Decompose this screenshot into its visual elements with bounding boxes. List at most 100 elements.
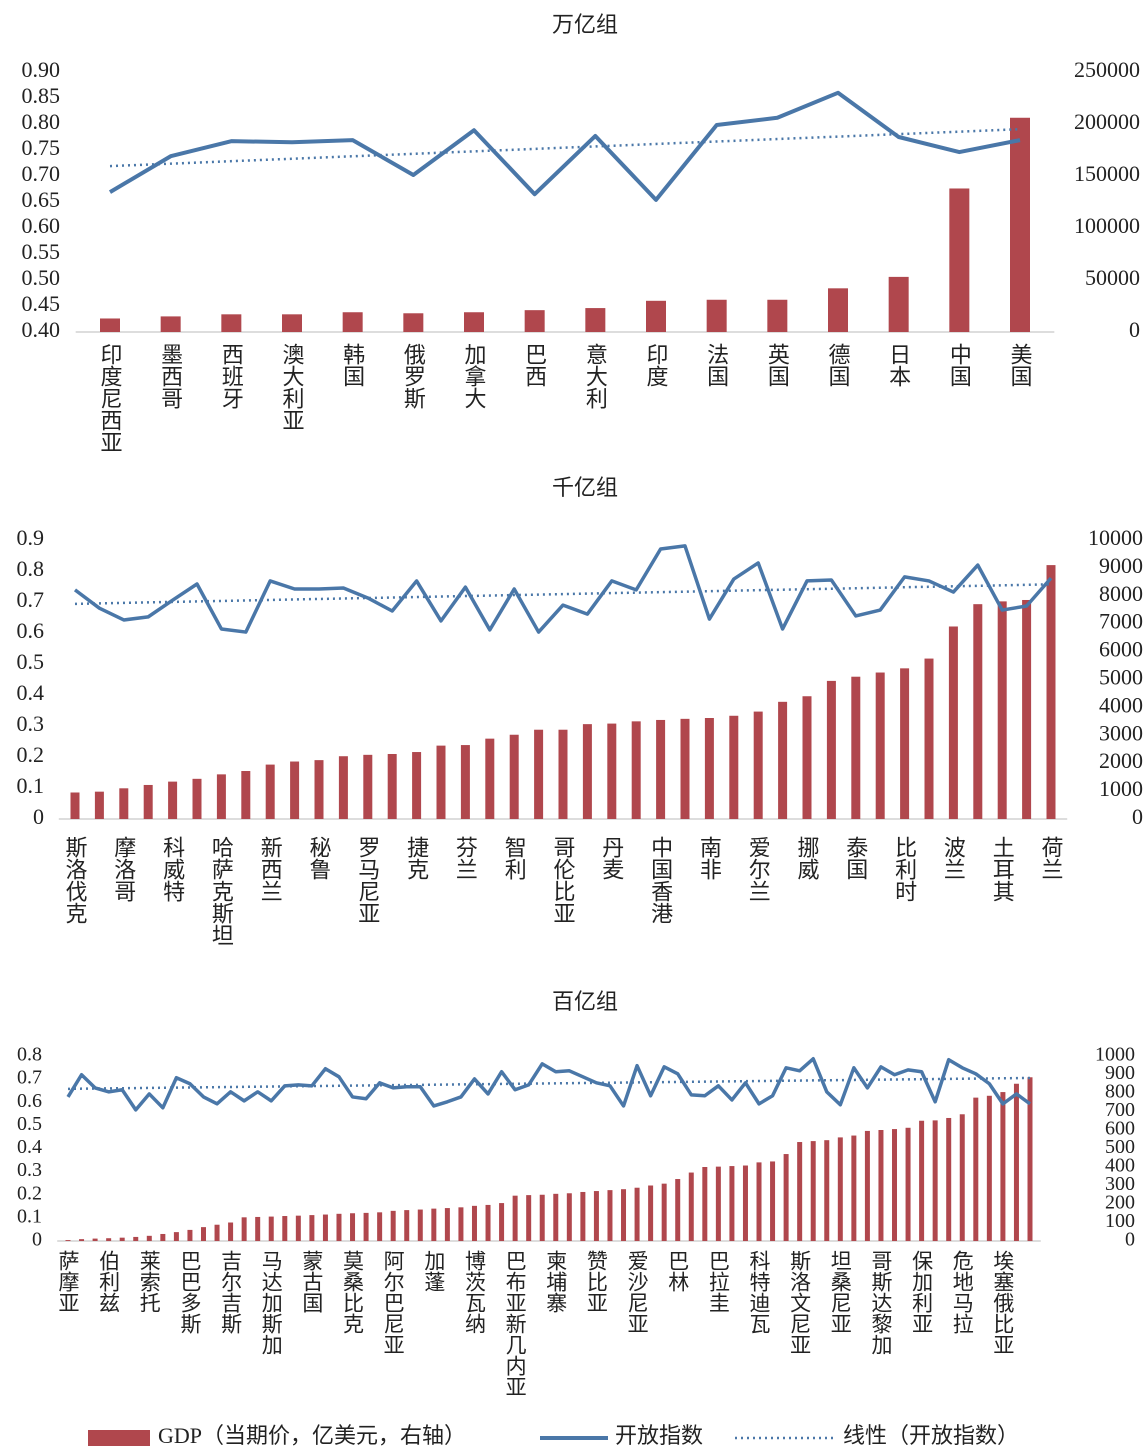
bar	[729, 1166, 735, 1241]
legend-label: GDP（当期价，亿美元，右轴）	[158, 1423, 466, 1448]
bar	[342, 312, 363, 332]
x-tick-label: 哥斯达黎加	[869, 1250, 893, 1355]
bar	[580, 1191, 586, 1241]
x-tick-label: 泰国	[843, 836, 868, 880]
bar	[460, 745, 470, 819]
bar	[634, 1187, 640, 1241]
x-tick-label: 斯洛伐克	[63, 836, 88, 924]
bar	[187, 1229, 193, 1241]
bar	[524, 310, 545, 332]
bar	[458, 1207, 464, 1241]
chart-title: 千亿组	[552, 475, 618, 500]
x-tick-label: 韩国	[340, 343, 365, 387]
x-tick-label: 埃塞俄比亚	[991, 1250, 1015, 1355]
x-tick-label: 阿尔巴尼亚	[381, 1250, 405, 1355]
y-tick-label: 0.60	[22, 213, 61, 238]
bar	[471, 1205, 477, 1241]
y2-tick-label: 900	[1105, 1062, 1135, 1084]
bar	[146, 1235, 152, 1241]
bar	[810, 1141, 816, 1241]
bar	[1046, 565, 1056, 819]
bar	[290, 761, 300, 819]
bar	[688, 1172, 694, 1241]
bar	[607, 1190, 613, 1241]
bar	[241, 771, 251, 819]
y-tick-label: 0.1	[17, 773, 45, 798]
bar	[1027, 1077, 1033, 1241]
x-tick-label: 比利时	[892, 836, 917, 902]
bar	[282, 314, 302, 332]
y2-tick-label: 7000	[1099, 609, 1143, 634]
bar	[160, 316, 181, 332]
y-tick-label: 0.5	[17, 1113, 42, 1135]
bar	[214, 1224, 220, 1241]
bar	[797, 1142, 803, 1241]
x-tick-label: 挪威	[795, 836, 820, 880]
y-tick-label: 0.40	[22, 317, 61, 342]
bar	[704, 718, 714, 819]
bar	[973, 604, 983, 819]
bar	[946, 1117, 952, 1241]
bar	[932, 1120, 938, 1241]
bar	[526, 1195, 532, 1241]
bar	[828, 288, 848, 332]
bar	[403, 313, 424, 332]
y-tick-label: 0.7	[17, 1067, 42, 1089]
bar	[485, 1204, 491, 1241]
bar	[322, 1214, 328, 1241]
y2-tick-label: 50000	[1085, 265, 1140, 290]
index-line	[66, 1057, 1032, 1112]
trend-line	[109, 127, 1021, 168]
bar	[566, 1193, 572, 1241]
y2-tick-label: 100	[1105, 1210, 1135, 1232]
y-tick-label: 0.8	[17, 556, 45, 581]
bar	[79, 1239, 85, 1241]
x-tick-label: 马达加斯加	[259, 1250, 283, 1355]
bar	[593, 1191, 599, 1241]
bar	[336, 1213, 342, 1241]
bar	[390, 1210, 396, 1241]
chart-title: 百亿组	[552, 989, 618, 1014]
x-tick-label: 莱索托	[137, 1250, 161, 1313]
y2-tick-label: 700	[1105, 1099, 1135, 1121]
x-tick-label: 巴林	[666, 1250, 690, 1292]
bar	[783, 1154, 789, 1241]
bar	[826, 680, 836, 819]
bar	[539, 1194, 545, 1241]
y2-tick-label: 1000	[1099, 776, 1143, 801]
x-tick-label: 爱沙尼亚	[625, 1250, 649, 1334]
bar	[864, 1130, 870, 1241]
x-tick-label: 日本	[886, 343, 911, 387]
bar	[309, 1215, 315, 1241]
x-tick-label: 南非	[697, 836, 722, 880]
bar	[756, 1162, 762, 1241]
y2-tick-label: 8000	[1099, 581, 1143, 606]
bar	[377, 1212, 383, 1241]
index-line	[108, 90, 1021, 202]
y2-tick-label: 300	[1105, 1173, 1135, 1195]
bar	[631, 721, 641, 819]
y-tick-label: 0.90	[22, 57, 61, 82]
y-tick-label: 0.45	[22, 291, 61, 316]
index-line	[73, 544, 1053, 634]
bar	[888, 276, 909, 332]
bar	[1013, 1083, 1019, 1241]
bar	[265, 764, 275, 819]
bar	[133, 1236, 139, 1241]
y2-tick-label: 0	[1132, 804, 1143, 829]
bar	[802, 696, 812, 819]
y-tick-label: 0.85	[22, 83, 61, 108]
y2-tick-label: 200000	[1074, 109, 1140, 134]
x-tick-label: 捷克	[404, 836, 429, 880]
x-tick-label: 危地马拉	[950, 1250, 974, 1334]
bar	[770, 1161, 776, 1241]
bar	[94, 791, 104, 819]
bar	[675, 1179, 681, 1241]
bar	[702, 1167, 708, 1241]
bar	[824, 1140, 830, 1241]
y-tick-label: 0	[32, 1229, 42, 1251]
bar	[509, 734, 519, 819]
bar	[661, 1183, 667, 1241]
y2-tick-label: 4000	[1099, 692, 1143, 717]
